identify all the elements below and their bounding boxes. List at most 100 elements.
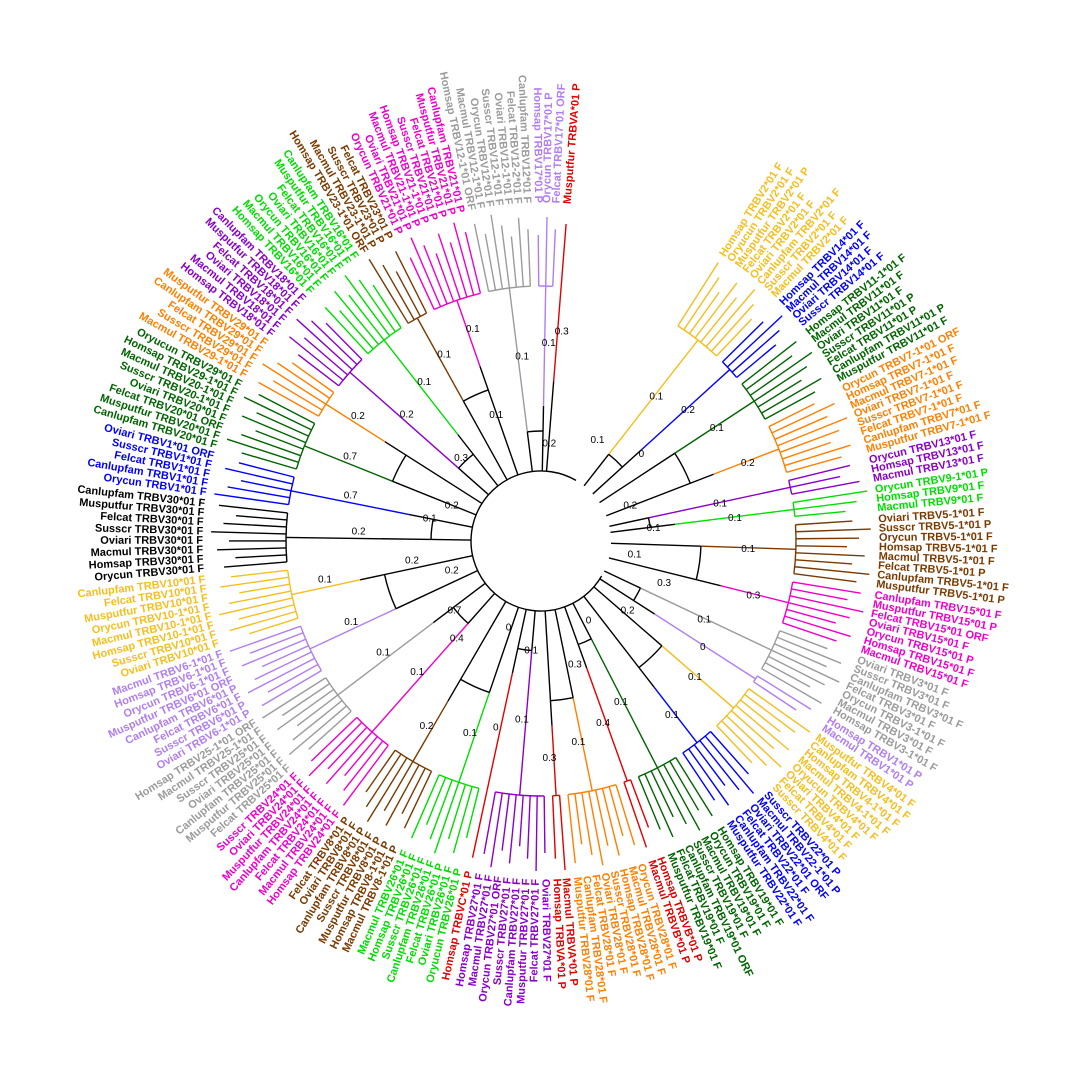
group-stem [349, 371, 460, 469]
inner-branch-label: 0.7 [447, 606, 461, 617]
leaf-branch [366, 757, 408, 823]
leaf-branch [344, 736, 378, 777]
leaf-branch [238, 604, 295, 620]
leaf-branch [464, 231, 482, 294]
branch-length-label: 0.1 [649, 392, 663, 403]
group-stem [674, 400, 755, 454]
inner-branch [395, 569, 478, 610]
leaf-branch [768, 403, 815, 428]
group-stem [412, 700, 449, 762]
leaf-branch [786, 456, 842, 473]
group-stem [286, 536, 432, 541]
leaf-branch [292, 700, 343, 741]
inner-branch [599, 452, 676, 504]
leaf-branch [768, 655, 825, 686]
inner-branch-label: 0.2 [623, 501, 637, 512]
branch-length-label: 0.1 [417, 377, 431, 388]
leaf-branch [782, 441, 831, 460]
leaf-branch [644, 773, 674, 838]
leaf-branch [761, 668, 822, 704]
leaf-branch [663, 764, 701, 831]
leaf-branch [308, 710, 352, 750]
branch-length-label: 0.2 [352, 527, 366, 538]
leaf-branch [403, 770, 433, 829]
branch-length-label: 0.1 [697, 615, 711, 626]
leaf-branch [385, 764, 420, 826]
branch-length-label: 0.1 [728, 513, 742, 524]
leaf-branch [560, 223, 567, 287]
leaf-branch [226, 438, 299, 463]
group-arc [367, 327, 402, 355]
branch-length-label: 0.2 [400, 409, 414, 420]
leaf-branch [764, 391, 816, 420]
leaf-branch [753, 681, 797, 711]
leaf-branch [240, 480, 292, 492]
leaf-branch [258, 393, 315, 425]
leaf-label: Oviari TRBV30*01 F [100, 535, 203, 547]
leaf-label: Felcat TRBV27*01 F [528, 879, 542, 983]
group-stem [586, 667, 628, 782]
inner-branch [467, 592, 496, 624]
leaf-branch [334, 290, 380, 345]
leaf-branch [410, 774, 440, 839]
leaf-branch [239, 583, 290, 594]
leaf-branch [258, 381, 319, 417]
group-stem [371, 622, 469, 733]
group-stem [337, 621, 434, 696]
leaf-branch [749, 351, 813, 396]
leaf-branch [342, 744, 389, 806]
leaf-branch [761, 377, 822, 414]
group-arc [433, 292, 481, 311]
leaf-branch [710, 303, 754, 352]
branch-length-label: 0.3 [542, 753, 556, 764]
leaf-branch [794, 510, 846, 518]
leaf-branch [726, 315, 783, 368]
inner-branch [606, 473, 714, 517]
group-stem [518, 650, 533, 796]
leaf-branch [501, 793, 510, 851]
internal-arc [608, 453, 623, 468]
leaf-branch [296, 694, 339, 727]
leaf-branch [348, 294, 385, 341]
leaf-branch [517, 217, 525, 287]
group-arc [722, 361, 738, 378]
leaf-branch [795, 537, 859, 540]
branch-length-label: 0.1 [542, 338, 556, 349]
leaf-label: Homsap TRBV17*01 P [531, 87, 544, 203]
inner-branch-label: 0.2 [621, 606, 635, 617]
leaf-branch [716, 318, 753, 357]
leaf-branch [793, 573, 857, 583]
leaf-branch [484, 233, 497, 291]
leaf-label: Musputfur TRBV27*01 F [515, 878, 532, 1004]
leaf-branch [710, 731, 749, 775]
leaf-branch [368, 258, 409, 324]
leaf-branch [629, 779, 650, 828]
leaf-branch [774, 415, 828, 440]
leaf-branch [401, 767, 426, 814]
leaf-branch [795, 545, 847, 548]
leaf-label: Macmul TRBV30*01 F [91, 544, 204, 559]
internal-arc [463, 389, 489, 402]
group-stem [608, 339, 699, 455]
inner-branch [511, 609, 527, 674]
group-arc [407, 312, 427, 324]
leaf-branch [395, 271, 421, 317]
branch-length-label: 0.7 [343, 452, 357, 463]
leaf-label: Susscr TRBV30*01 F [95, 523, 204, 538]
inner-branch-label: 0.2 [445, 565, 459, 576]
internal-arc [430, 519, 434, 540]
group-stem [508, 287, 529, 432]
leaf-label: Susscr TRBV5-1*01 P [879, 519, 992, 535]
leaf-branch [238, 462, 295, 478]
group-stem [552, 286, 562, 382]
leaf-branch [776, 636, 842, 664]
group-arc [356, 716, 389, 746]
branch-length-label: 0.1 [741, 544, 755, 555]
leaf-branch [249, 632, 304, 654]
leaf-branch [277, 688, 335, 731]
leaf-branch [227, 486, 290, 499]
leaf-branch [581, 792, 593, 856]
leaf-branch [218, 504, 288, 514]
leaf-branch [722, 321, 764, 363]
group-stem [309, 608, 397, 650]
